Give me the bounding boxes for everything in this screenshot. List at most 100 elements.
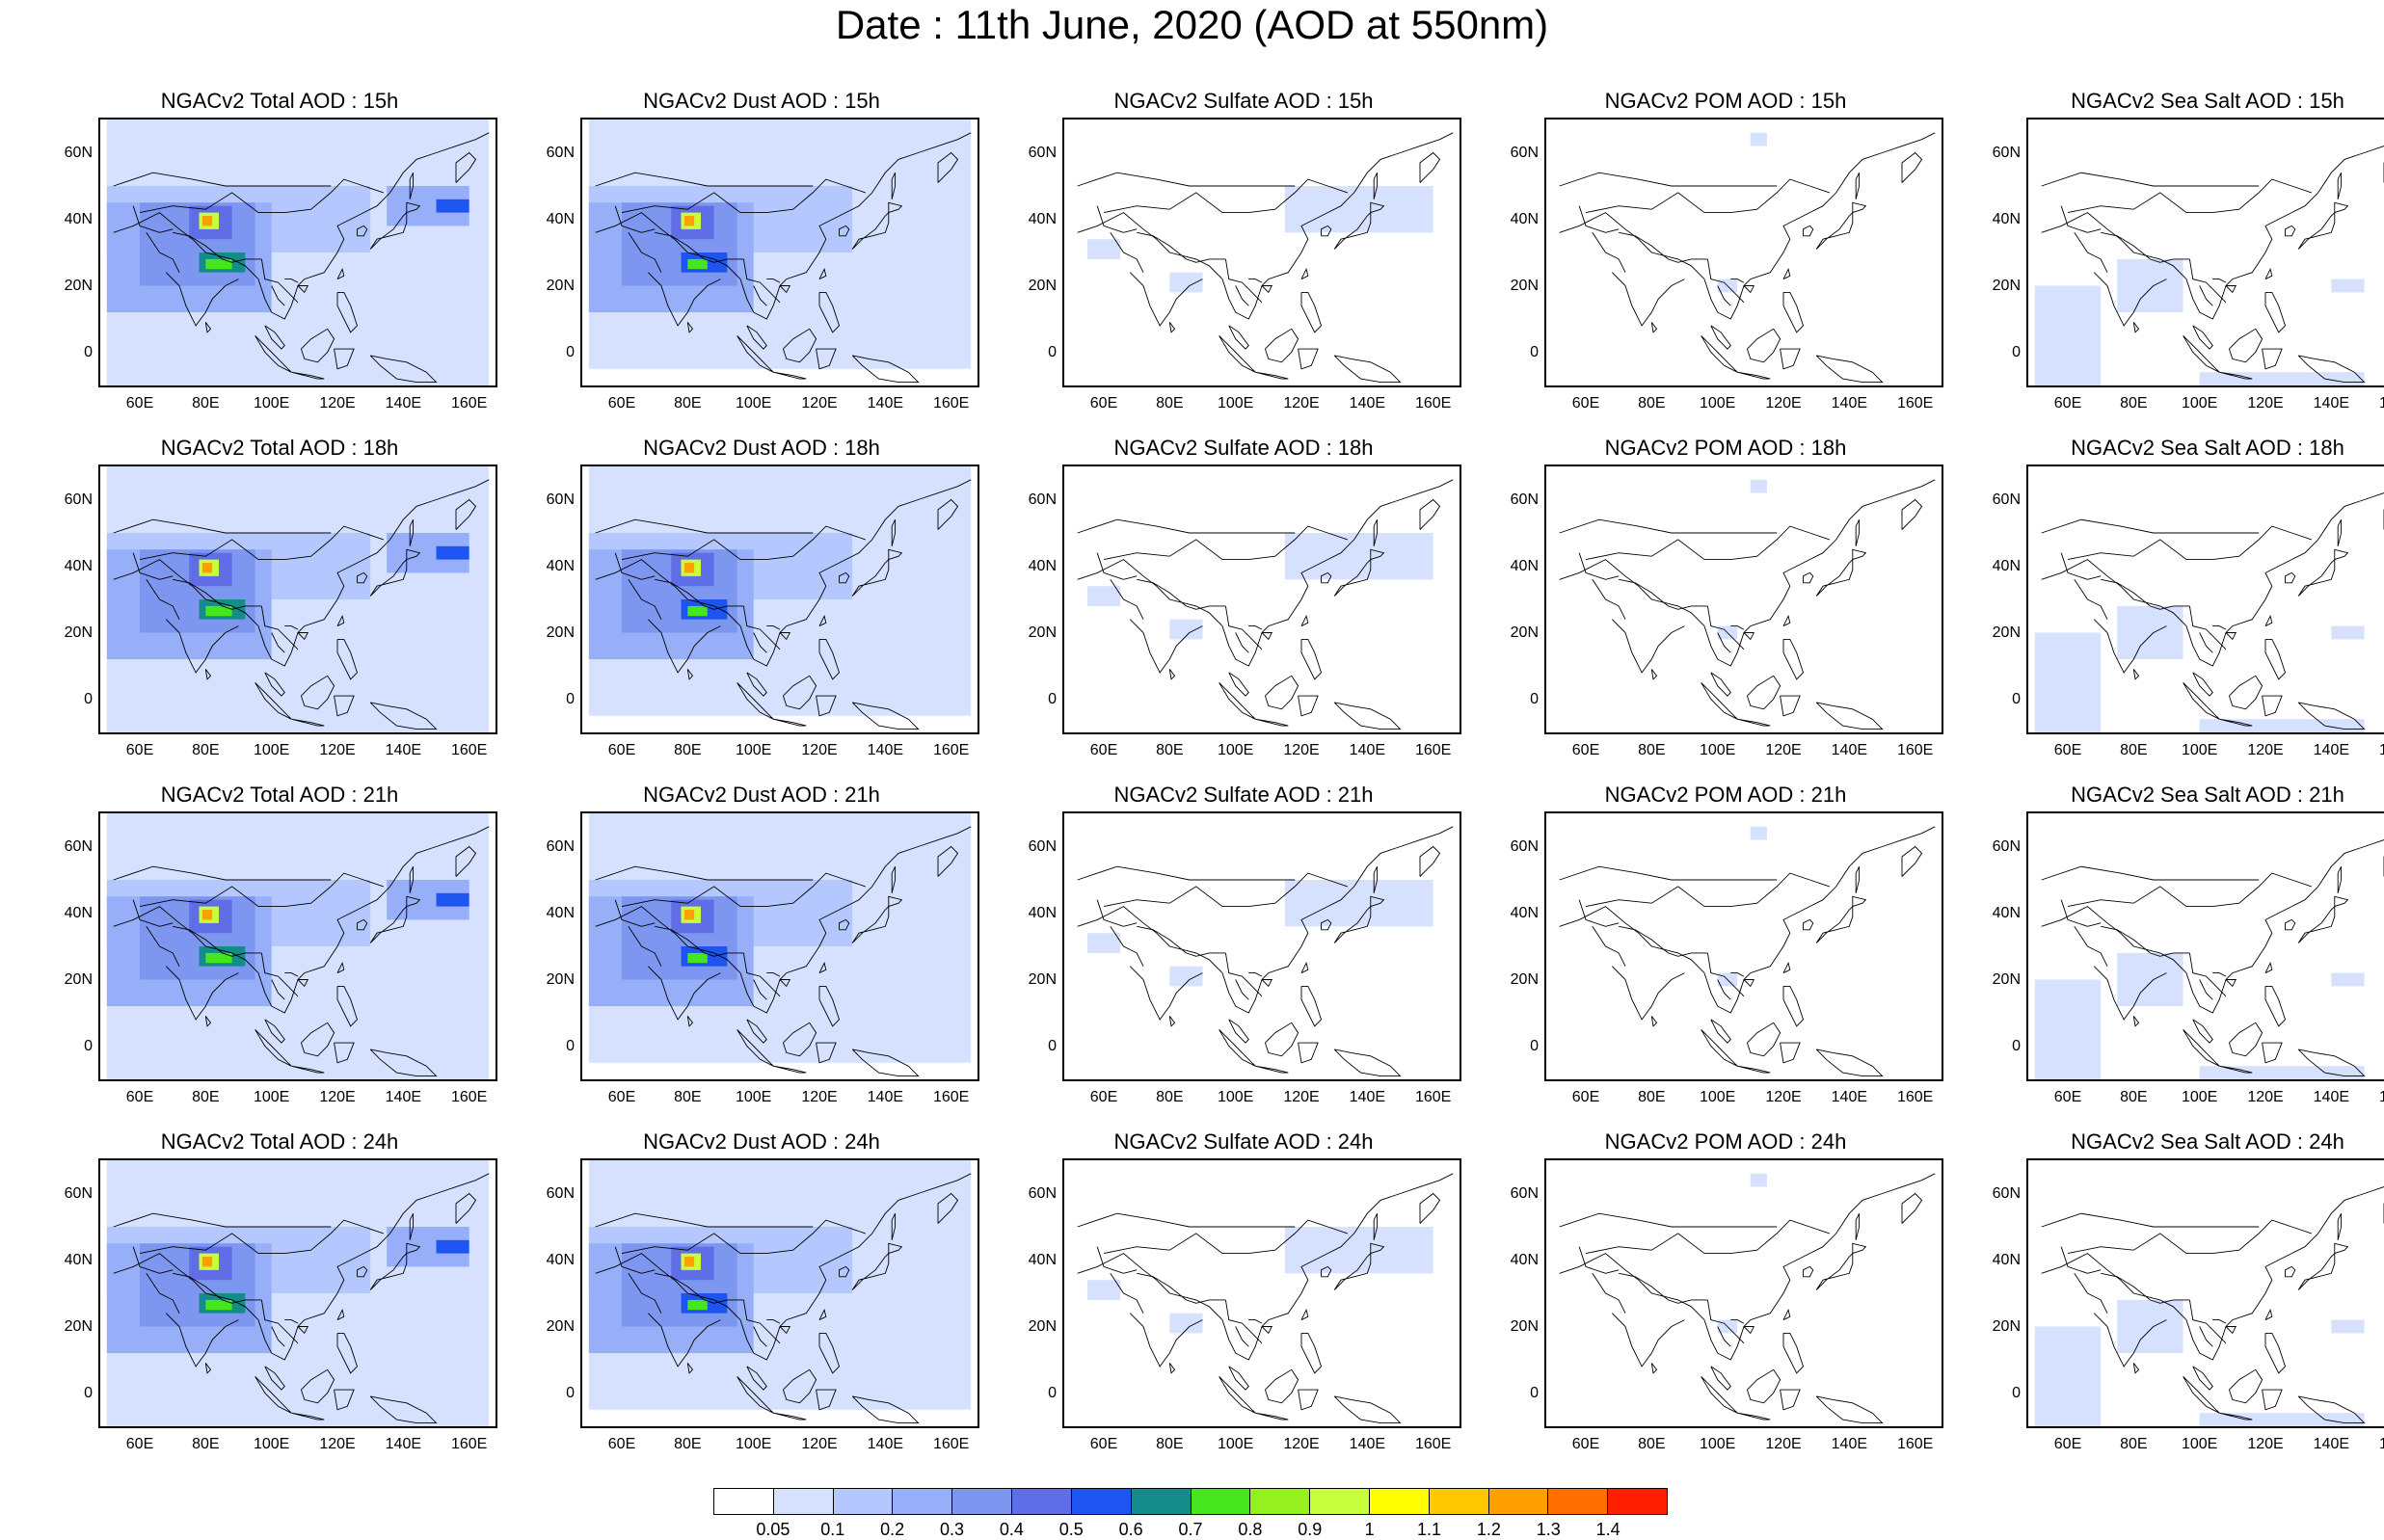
coastline: [369, 905, 408, 943]
coastline: [1737, 1065, 1771, 1074]
coastline: [173, 231, 262, 263]
colorbar-label: 0.9: [1298, 1520, 1323, 1539]
coastline: [1168, 322, 1176, 333]
coastline: [1592, 232, 1626, 273]
coastline: [1300, 1332, 1323, 1374]
coastline: [2101, 231, 2190, 263]
x-tick-label: 100E: [735, 742, 772, 758]
coastline: [1650, 1016, 1658, 1027]
x-tick-label: 100E: [2181, 1436, 2218, 1452]
coastline: [1419, 845, 1441, 877]
coastline: [1333, 905, 1372, 943]
y-tick-label: 60N: [64, 837, 93, 855]
coastline: [334, 1042, 355, 1064]
aod-map: [580, 811, 979, 1081]
colorbar-swatch: [1548, 1489, 1609, 1514]
coastline: [2297, 1395, 2366, 1424]
coastline: [1300, 267, 1309, 280]
coastline: [2297, 1252, 2336, 1290]
map-canvas: [106, 1160, 490, 1426]
coastline: [595, 1212, 814, 1228]
coastline: [2337, 519, 2343, 546]
coastline: [1261, 1326, 1273, 1335]
map-panel: NGACv2 POM AOD : 18h 60N 40N 20N 0 60E 80E 100E…: [1494, 436, 1957, 783]
x-tick-label: 80E: [192, 1089, 220, 1105]
coastline: [2297, 558, 2336, 597]
x-tick-label: 60E: [1571, 1089, 1600, 1105]
coastline: [2228, 328, 2263, 363]
x-tick-label: 100E: [735, 1089, 772, 1105]
coastline: [264, 672, 285, 697]
coastline: [1815, 558, 1854, 597]
aod-shading: [1284, 533, 1433, 580]
coastline: [2297, 702, 2366, 730]
coastline: [1730, 972, 1745, 977]
colorbar-swatch: [1191, 1489, 1251, 1514]
coastline: [357, 571, 368, 584]
coastline: [2264, 291, 2287, 333]
y-tick-label: 40N: [1510, 1251, 1539, 1268]
x-tick-label: 100E: [253, 1089, 290, 1105]
x-tick-label: 80E: [1156, 742, 1184, 758]
colorbar-label: 0.7: [1178, 1520, 1203, 1539]
coastline: [146, 579, 180, 620]
coastline: [891, 866, 897, 893]
map-canvas: [106, 813, 490, 1079]
coastline: [686, 322, 694, 333]
coastline: [2262, 348, 2283, 370]
coastline: [1300, 638, 1323, 680]
coastline: [300, 1368, 335, 1404]
y-tick-label: 20N: [1028, 970, 1057, 988]
coastline: [406, 201, 421, 214]
coastline: [779, 632, 791, 641]
coastline: [165, 1313, 239, 1367]
coastline: [2188, 1299, 2227, 1344]
colorbar-label: 0.6: [1118, 1520, 1143, 1539]
coastline: [1096, 205, 1138, 233]
map-canvas: [1077, 479, 1454, 730]
x-tick-label: 120E: [1765, 1436, 1802, 1452]
coastline: [888, 548, 903, 561]
coastline: [766, 972, 781, 977]
coastline: [779, 979, 791, 988]
coastline: [1650, 322, 1658, 333]
coastline: [2212, 279, 2227, 283]
coastline: [113, 865, 332, 881]
coastline: [816, 1042, 837, 1064]
coastline: [2132, 1016, 2140, 1027]
coastline: [647, 1313, 721, 1367]
y-tick-label: 20N: [546, 624, 575, 641]
panel-title: NGACv2 Sulfate AOD : 24h: [1113, 1129, 1374, 1154]
coastline: [409, 866, 415, 893]
coastline: [2285, 918, 2296, 931]
panel-title: NGACv2 Sulfate AOD : 21h: [1113, 783, 1374, 807]
coastline: [647, 619, 721, 674]
coastline: [1077, 479, 1454, 667]
aod-map: [1062, 1158, 1461, 1428]
coastline: [2101, 1272, 2190, 1304]
x-tick-label: 160E: [450, 395, 488, 412]
coastline: [2101, 925, 2190, 957]
y-tick-label: 40N: [1992, 1251, 2021, 1268]
coastline: [1077, 1212, 1296, 1228]
coastline: [1096, 899, 1138, 927]
coastline: [2264, 614, 2273, 627]
coastline: [614, 552, 656, 580]
coastline: [1743, 285, 1755, 294]
x-tick-label: 120E: [2247, 1089, 2284, 1105]
coastline: [2225, 285, 2237, 294]
coastline: [655, 1272, 744, 1304]
aod-shading: [1086, 586, 1121, 606]
coastline: [2192, 1019, 2213, 1044]
aod-shading: [687, 605, 708, 617]
coastline: [165, 966, 239, 1021]
y-tick-label: 60N: [1510, 144, 1539, 161]
x-tick-label: 80E: [1638, 742, 1666, 758]
coastline: [2041, 492, 2384, 667]
x-tick-label: 140E: [1831, 1089, 1868, 1105]
aod-shading: [1284, 186, 1433, 233]
coastline: [1710, 325, 1731, 350]
coastline: [1333, 211, 1372, 250]
map-canvas: [588, 813, 972, 1077]
coastline: [1321, 225, 1332, 237]
